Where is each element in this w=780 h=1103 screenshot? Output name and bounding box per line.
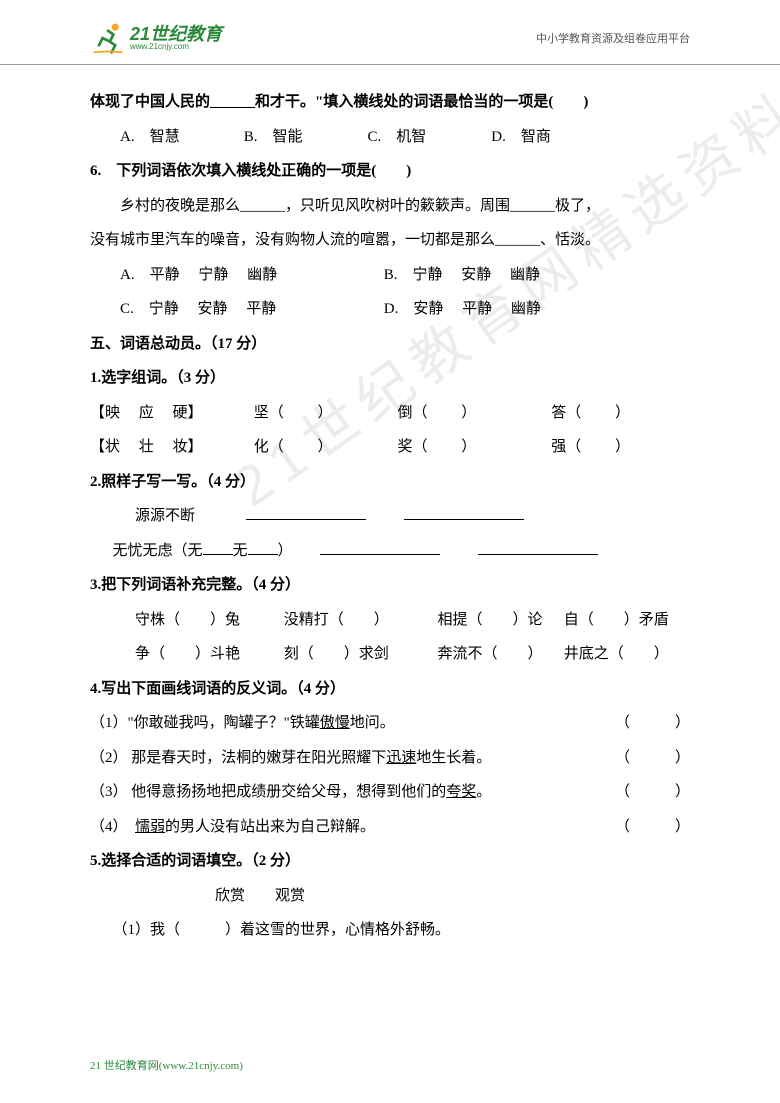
s3-r1a: 守株（ ）兔 bbox=[113, 603, 258, 638]
s3-r2d: 井底之（ ） bbox=[564, 646, 669, 662]
sec5-s2-title: 2.照样子写一写。（4 分） bbox=[90, 465, 690, 500]
s1-r2-label: 【状 壮 妆】 bbox=[90, 430, 250, 465]
s2-ex2a: 无忧无虑（无 bbox=[113, 543, 203, 559]
s4-l4b: 的男人没有站出来为自己辩解。 bbox=[165, 819, 375, 835]
s2-ex2c: ） bbox=[278, 543, 293, 559]
q6-passage2: 没有城市里汽车的噪音，没有购物人流的喧嚣，一切都是那么______、恬淡。 bbox=[90, 223, 690, 258]
q6-c: C. 宁静 安静 平静 bbox=[120, 292, 380, 327]
s3-r1b: 没精打（ ） bbox=[261, 603, 411, 638]
q6-b: B. 宁静 安静 幽静 bbox=[384, 267, 540, 283]
s1-r2b: 奖（ ） bbox=[398, 430, 548, 465]
s1-r1-label: 【映 应 硬】 bbox=[90, 396, 250, 431]
header-right-text: 中小学教育资源及组卷应用平台 bbox=[536, 30, 690, 46]
choice-d: D. 智商 bbox=[491, 120, 611, 155]
paren[interactable]: （ ） bbox=[615, 810, 690, 845]
s2-ex1: 源源不断 bbox=[113, 499, 243, 534]
s4-l1a: （1）"你敢碰我吗，陶罐子？"铁罐 bbox=[90, 715, 320, 731]
sec5-s4-title: 4.写出下面画线词语的反义词。（4 分） bbox=[90, 672, 690, 707]
logo-text: 21世纪教育 www.21cnjy.com bbox=[130, 25, 222, 51]
s4-l2b: 地生长着。 bbox=[416, 750, 491, 766]
blank[interactable] bbox=[320, 540, 440, 555]
logo: 21世纪教育 www.21cnjy.com bbox=[90, 20, 222, 56]
body-text: 体现了中国人民的______和才干。"填入横线处的词语最恰当的一项是( ) A.… bbox=[90, 85, 690, 948]
s4-l2: （2） 那是春天时，法桐的嫩芽在阳光照耀下迅速地生长着。 （ ） bbox=[90, 741, 690, 776]
s4-l4: （4） 懦弱的男人没有站出来为自己辩解。 （ ） bbox=[90, 810, 690, 845]
s4-l3u: 夸奖 bbox=[446, 784, 476, 800]
s3-r2c: 奔流不（ ） bbox=[415, 637, 560, 672]
q6-a: A. 平静 宁静 幽静 bbox=[120, 258, 380, 293]
s4-l3a: （3） 他得意扬扬地把成绩册交给父母，想得到他们的 bbox=[90, 784, 446, 800]
s5-l1: （1）我（ ）着这雪的世界，心情格外舒畅。 bbox=[90, 913, 690, 948]
paren[interactable]: （ ） bbox=[615, 741, 690, 776]
blank[interactable] bbox=[203, 540, 233, 555]
blank[interactable] bbox=[478, 540, 598, 555]
footer: 21 世纪教育网(www.21cnjy.com) bbox=[90, 1057, 243, 1073]
s2-row1: 源源不断 bbox=[90, 499, 690, 534]
s3-row2: 争（ ）斗艳 刻（ ）求剑 奔流不（ ） 井底之（ ） bbox=[90, 637, 690, 672]
s4-l3b: 。 bbox=[476, 784, 491, 800]
s4-l1b: 地问。 bbox=[350, 715, 395, 731]
sec5-title: 五、词语总动员。（17 分） bbox=[90, 327, 690, 362]
page-header: 21世纪教育 www.21cnjy.com 中小学教育资源及组卷应用平台 bbox=[0, 0, 780, 65]
sec5-s3-title: 3.把下列词语补充完整。（4 分） bbox=[90, 568, 690, 603]
s4-l2u: 迅速 bbox=[386, 750, 416, 766]
s4-l4u: 懦弱 bbox=[135, 819, 165, 835]
q6-d: D. 安静 平静 幽静 bbox=[384, 301, 541, 317]
s4-l2a: （2） 那是春天时，法桐的嫩芽在阳光照耀下 bbox=[90, 750, 386, 766]
s4-l3: （3） 他得意扬扬地把成绩册交给父母，想得到他们的夸奖。 （ ） bbox=[90, 775, 690, 810]
s2-row2: 无忧无虑（无 无 ） bbox=[90, 534, 690, 569]
s2-ex2b: 无 bbox=[233, 543, 248, 559]
s1-r1b: 倒（ ） bbox=[398, 396, 548, 431]
s3-r1c: 相提（ ）论 bbox=[415, 603, 560, 638]
choice-c: C. 机智 bbox=[368, 120, 488, 155]
content: 21世纪教育网精选资料 体现了中国人民的______和才干。"填入横线处的词语最… bbox=[0, 85, 780, 948]
s3-r2a: 争（ ）斗艳 bbox=[113, 637, 258, 672]
s1-r2c: 强（ ） bbox=[551, 439, 630, 455]
s1-row1: 【映 应 硬】 坚（ ） 倒（ ） 答（ ） bbox=[90, 396, 690, 431]
q6-title: 6. 下列词语依次填入横线处正确的一项是( ) bbox=[90, 154, 690, 189]
s3-r2b: 刻（ ）求剑 bbox=[261, 637, 411, 672]
blank[interactable] bbox=[246, 505, 366, 520]
logo-main: 21世纪教育 bbox=[130, 25, 222, 43]
s4-l4a: （4） bbox=[90, 819, 120, 835]
s3-r1d: 自（ ）矛盾 bbox=[564, 612, 669, 628]
s5-words: 欣赏 观赏 bbox=[90, 879, 690, 914]
choice-b: B. 智能 bbox=[244, 120, 364, 155]
q6-choices-row1: A. 平静 宁静 幽静 B. 宁静 安静 幽静 bbox=[90, 258, 690, 293]
q6-passage1: 乡村的夜晚是那么______，只听见风吹树叶的簌簌声。周围______极了， bbox=[90, 189, 690, 224]
s1-r1c: 答（ ） bbox=[551, 405, 630, 421]
blank[interactable] bbox=[404, 505, 524, 520]
s3-row1: 守株（ ）兔 没精打（ ） 相提（ ）论 自（ ）矛盾 bbox=[90, 603, 690, 638]
s1-row2: 【状 壮 妆】 化（ ） 奖（ ） 强（ ） bbox=[90, 430, 690, 465]
sec5-s1-title: 1.选字组词。（3 分） bbox=[90, 361, 690, 396]
paren[interactable]: （ ） bbox=[615, 706, 690, 741]
blank[interactable] bbox=[248, 540, 278, 555]
sec5-s5-title: 5.选择合适的词语填空。（2 分） bbox=[90, 844, 690, 879]
s1-r2a: 化（ ） bbox=[254, 430, 394, 465]
paren[interactable]: （ ） bbox=[615, 775, 690, 810]
s4-l1u: 傲慢 bbox=[320, 715, 350, 731]
choice-a: A. 智慧 bbox=[120, 120, 240, 155]
runner-icon bbox=[90, 20, 126, 56]
q-top-choices: A. 智慧 B. 智能 C. 机智 D. 智商 bbox=[90, 120, 690, 155]
s1-r1a: 坚（ ） bbox=[254, 396, 394, 431]
q-top-stem: 体现了中国人民的______和才干。"填入横线处的词语最恰当的一项是( ) bbox=[90, 85, 690, 120]
logo-sub: www.21cnjy.com bbox=[130, 43, 222, 51]
s4-l1: （1）"你敢碰我吗，陶罐子？"铁罐傲慢地问。 （ ） bbox=[90, 706, 690, 741]
q6-choices-row2: C. 宁静 安静 平静 D. 安静 平静 幽静 bbox=[90, 292, 690, 327]
